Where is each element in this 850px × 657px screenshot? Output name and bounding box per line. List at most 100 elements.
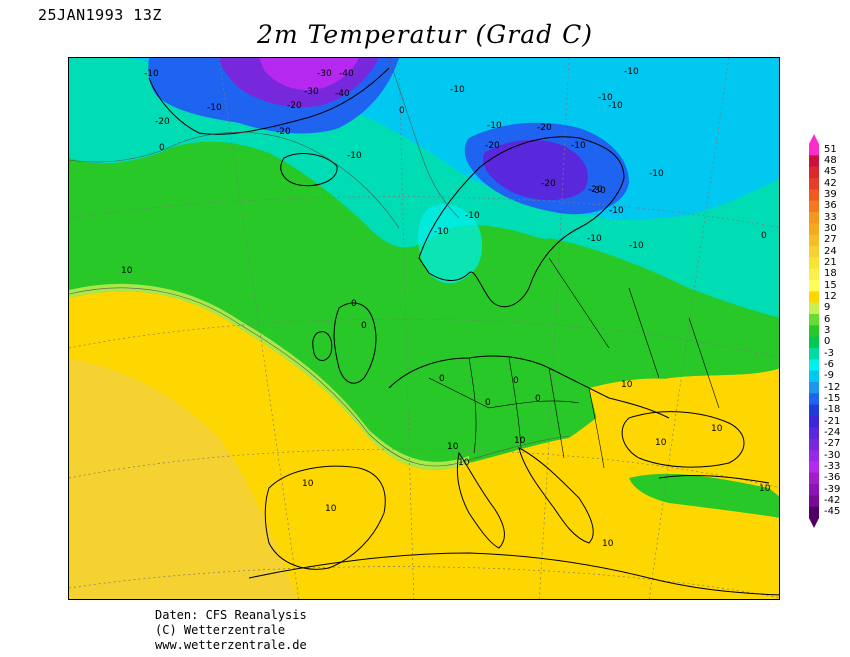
legend-label: 18 <box>824 268 837 280</box>
legend-label: 12 <box>824 291 837 302</box>
iso-label: 0 <box>399 106 405 116</box>
map-title: 2m Temperatur (Grad C) <box>257 20 593 49</box>
iso-label: 10 <box>447 442 459 452</box>
legend-swatch <box>809 178 819 190</box>
iso-label: 0 <box>485 398 491 408</box>
iso-label: -40 <box>339 69 354 79</box>
credits-website: www.wetterzentrale.de <box>155 638 307 652</box>
legend-swatch <box>809 404 819 417</box>
iso-label: -20 <box>485 141 500 151</box>
isotherm-lines <box>69 58 570 467</box>
legend-swatch <box>809 200 819 213</box>
iso-label: -40 <box>335 89 350 99</box>
iso-label: 0 <box>439 374 445 384</box>
iso-label: -10 <box>608 101 623 111</box>
iso-label: 10 <box>121 266 133 276</box>
legend-label: 9 <box>824 302 831 314</box>
legend-swatch <box>809 234 819 247</box>
legend-label: 33 <box>824 211 837 223</box>
legend-swatch <box>809 495 819 508</box>
russia-cool-region <box>526 238 779 393</box>
iso-label: -30 <box>317 69 332 79</box>
warm-atlantic-mid <box>69 358 299 599</box>
legend-label: -36 <box>824 472 841 484</box>
iso-label: -20 <box>287 101 302 111</box>
legend-label: 45 <box>824 166 837 178</box>
iso-label: -10 <box>587 234 602 244</box>
legend-label: -39 <box>824 483 841 495</box>
turkey-mild-region <box>629 473 779 518</box>
legend-label: -15 <box>824 393 841 404</box>
legend-swatch <box>809 189 819 202</box>
legend-swatch <box>809 280 819 292</box>
legend-swatch <box>809 155 819 168</box>
legend-label: -33 <box>824 461 841 472</box>
legend-arrow-bottom <box>809 518 819 528</box>
iso-label: 0 <box>535 394 541 404</box>
southeast-warm-region <box>589 378 779 478</box>
legend-label: 0 <box>824 336 831 348</box>
map-canvas: -10 -10 -20 -30 -40 -30 -40 -20 -10 -20 … <box>69 58 779 599</box>
legend-swatch <box>809 450 819 462</box>
iso-label: 10 <box>655 438 667 448</box>
legend-swatch <box>809 257 819 270</box>
temperature-map: -10 -10 -20 -30 -40 -30 -40 -20 -10 -20 … <box>68 57 780 600</box>
legend-swatch <box>809 212 819 224</box>
iso-label: 10 <box>759 484 771 494</box>
legend-label: -21 <box>824 415 841 427</box>
iso-label: -10 <box>465 211 480 221</box>
legend-label: 24 <box>824 245 837 257</box>
isotherm-labels: -10 -10 -20 -30 -40 -30 -40 -20 -10 -20 … <box>121 67 771 549</box>
legend-label: -45 <box>824 506 841 518</box>
temperature-legend: 51 48 45 42 39 36 33 30 27 24 21 18 15 12 9 6 3 0 -3 -6 -9 -1… <box>807 132 847 530</box>
legend-label: -27 <box>824 438 841 450</box>
legend-swatch <box>809 370 819 383</box>
iso-label: -10 <box>487 121 502 131</box>
iso-label: 0 <box>159 143 165 153</box>
iso-label: -10 <box>629 241 644 251</box>
iso-label: -10 <box>450 85 465 95</box>
legend-label: -30 <box>824 449 841 461</box>
iso-label: 10 <box>302 479 314 489</box>
coastlines <box>148 67 779 596</box>
legend-swatch <box>809 268 819 281</box>
datetime-label: 25JAN1993 13Z <box>38 6 162 24</box>
iso-label: 10 <box>602 539 614 549</box>
iso-label: 0 <box>761 231 767 241</box>
legend-label: 6 <box>824 313 831 325</box>
legend-arrow-top <box>809 134 819 144</box>
graticule <box>69 58 779 599</box>
legend-swatch <box>809 359 819 372</box>
legend-label: 21 <box>824 257 837 268</box>
iso-label: -10 <box>649 169 664 179</box>
legend-swatch <box>809 144 819 156</box>
iso-label: -10 <box>434 227 449 237</box>
legend-colorbar <box>809 134 819 528</box>
legend-label: 48 <box>824 155 837 166</box>
iso-label: 0 <box>351 299 357 309</box>
legend-swatch <box>809 246 819 258</box>
iso-label: -30 <box>591 186 606 196</box>
legend-swatch <box>809 166 819 179</box>
iso-label: -10 <box>609 206 624 216</box>
greenland-core-region <box>259 58 359 91</box>
iso-label: -10 <box>624 67 639 77</box>
iso-label: -10 <box>144 69 159 79</box>
legend-label: 42 <box>824 177 837 189</box>
iso-label: -10 <box>207 103 222 113</box>
legend-label: -18 <box>824 404 841 416</box>
legend-swatch <box>809 393 819 406</box>
legend-label: 51 <box>824 143 837 155</box>
iso-label: -30 <box>304 87 319 97</box>
iso-label: -20 <box>541 179 556 189</box>
legend-label: -3 <box>824 347 834 359</box>
iso-label: 10 <box>621 380 633 390</box>
legend-label: 15 <box>824 279 837 291</box>
credits-copyright: (C) Wetterzentrale <box>155 623 286 637</box>
legend-label: -9 <box>824 370 834 382</box>
legend-swatch <box>809 461 819 474</box>
iso-label: -20 <box>537 123 552 133</box>
iso-label: 10 <box>711 424 723 434</box>
legend-label: -12 <box>824 381 841 393</box>
iso-label: 0 <box>513 376 519 386</box>
